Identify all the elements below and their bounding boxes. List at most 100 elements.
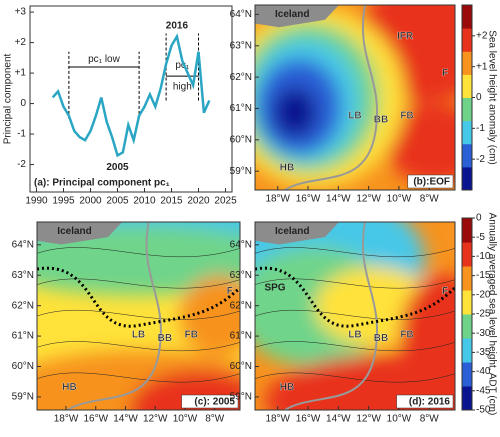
colorbar-tick-label: -40 [476,366,491,377]
front [255,266,455,328]
contour [255,372,455,383]
region-label: F [227,286,233,297]
colorbar-swatch [462,51,472,75]
y-tick-label: 59°N [12,392,34,403]
colorbar-tick-label: -30 [476,328,491,339]
region-label: BB [158,333,172,344]
x-tick-label: 10°W [387,414,412,425]
bathymetry [284,5,379,190]
y-tick-label: -1 [17,129,26,140]
region-label: Iceland [275,226,309,237]
x-tick-label: 2000 [79,196,102,207]
x-tick-label: 10°W [173,414,198,425]
colorbar-tick-label: -15 [476,270,491,281]
iceland [37,222,123,245]
panel-title: (c): 2005 [194,397,235,408]
region-label: LB [348,111,361,122]
contour [37,247,240,258]
region-label: SPG [264,282,285,293]
colorbar-tick-label: -2 [476,154,485,165]
map-blob [179,276,240,356]
y-tick-label: 61°N [230,331,252,342]
region-label: HB [62,382,76,393]
colorbar-swatch [462,314,472,339]
x-tick-label: 2015 [160,196,183,207]
colorbar-tick-label: -25 [476,309,491,320]
contour [255,309,455,320]
map-blob [385,103,455,184]
iceland [255,5,339,28]
colorbar-swatch [462,362,472,387]
y-tick-label: 64°N [230,9,252,20]
x-tick-label: 12°W [143,414,168,425]
contour [37,278,240,289]
region-label: HB [280,162,294,173]
region-label: BB [374,333,388,344]
map-field [255,222,455,410]
colorbar-swatch [462,28,472,52]
annotation: high [173,81,192,92]
title-box [407,174,454,189]
x-tick-label: 8°W [205,414,225,425]
y-tick-label: 63°N [230,40,252,51]
y-tick-label: +3 [15,7,27,18]
y-tick-label: 60°N [230,134,252,145]
x-tick-label: 8°W [420,414,440,425]
x-tick-label: 1995 [52,196,75,207]
bathymetry [284,222,379,410]
region-label: FB [400,329,413,340]
y-axis-label: Principal component [3,53,14,144]
map-frame [36,221,241,411]
colorbar-tick-label: -5 [476,232,485,243]
y-tick-label: +1 [15,68,27,79]
y-tick-label: 61°N [230,103,252,114]
colorbar-swatch [462,97,472,122]
colorbar-tick-label: 0 [476,92,482,103]
colorbar-label: Sea level height anomaly (cm) [486,30,497,165]
colorbar-swatch [462,120,472,145]
region-label: IFR [397,31,414,42]
map-blob [37,224,240,295]
iceland [255,222,339,245]
colorbar-swatch [462,290,472,315]
map-field [255,5,455,190]
x-tick-label: 12°W [356,194,381,205]
map-frame [254,4,456,191]
title-box [181,394,239,409]
region-label: FB [185,329,198,340]
panel-title: (b):EOF [413,177,450,188]
y-tick-label: 0 [20,98,26,109]
annotation: 2016 [166,20,189,31]
y-tick-label: 64°N [12,239,34,250]
x-tick-label: 2025 [214,196,237,207]
contour [255,278,455,289]
title-box [396,394,454,409]
x-tick-label: 8°W [420,194,440,205]
y-tick-label: 62°N [230,300,252,311]
y-tick-label: 64°N [230,239,252,250]
colorbar-swatch [462,386,472,411]
y-tick-label: 60°N [230,361,252,372]
colorbar-tick-label: -45 [476,385,491,396]
plot-frame [29,5,233,193]
x-tick-label: 18°W [54,414,79,425]
colorbar-tick-label: -10 [476,251,491,262]
colorbar-tick-label: +1 [476,61,488,72]
x-tick-label: 16°W [296,414,321,425]
colorbar-swatch [462,5,472,29]
region-label: F [442,286,448,297]
x-tick-label: 2005 [106,196,129,207]
colorbar-tick-label: -35 [476,347,491,358]
x-tick-label: 14°W [113,414,138,425]
y-tick-label: 59°N [230,166,252,177]
contour [255,247,455,258]
colorbar-tick-label: -20 [476,289,491,300]
colorbar-swatch [462,338,472,363]
y-tick-label: 61°N [12,331,34,342]
annotation: pc₁ [175,60,190,71]
region-label: Iceland [57,226,91,237]
region-label: FB [400,111,413,122]
region-label: Iceland [275,9,309,20]
panel-title: (a): Principal component pc₁ [34,178,170,189]
